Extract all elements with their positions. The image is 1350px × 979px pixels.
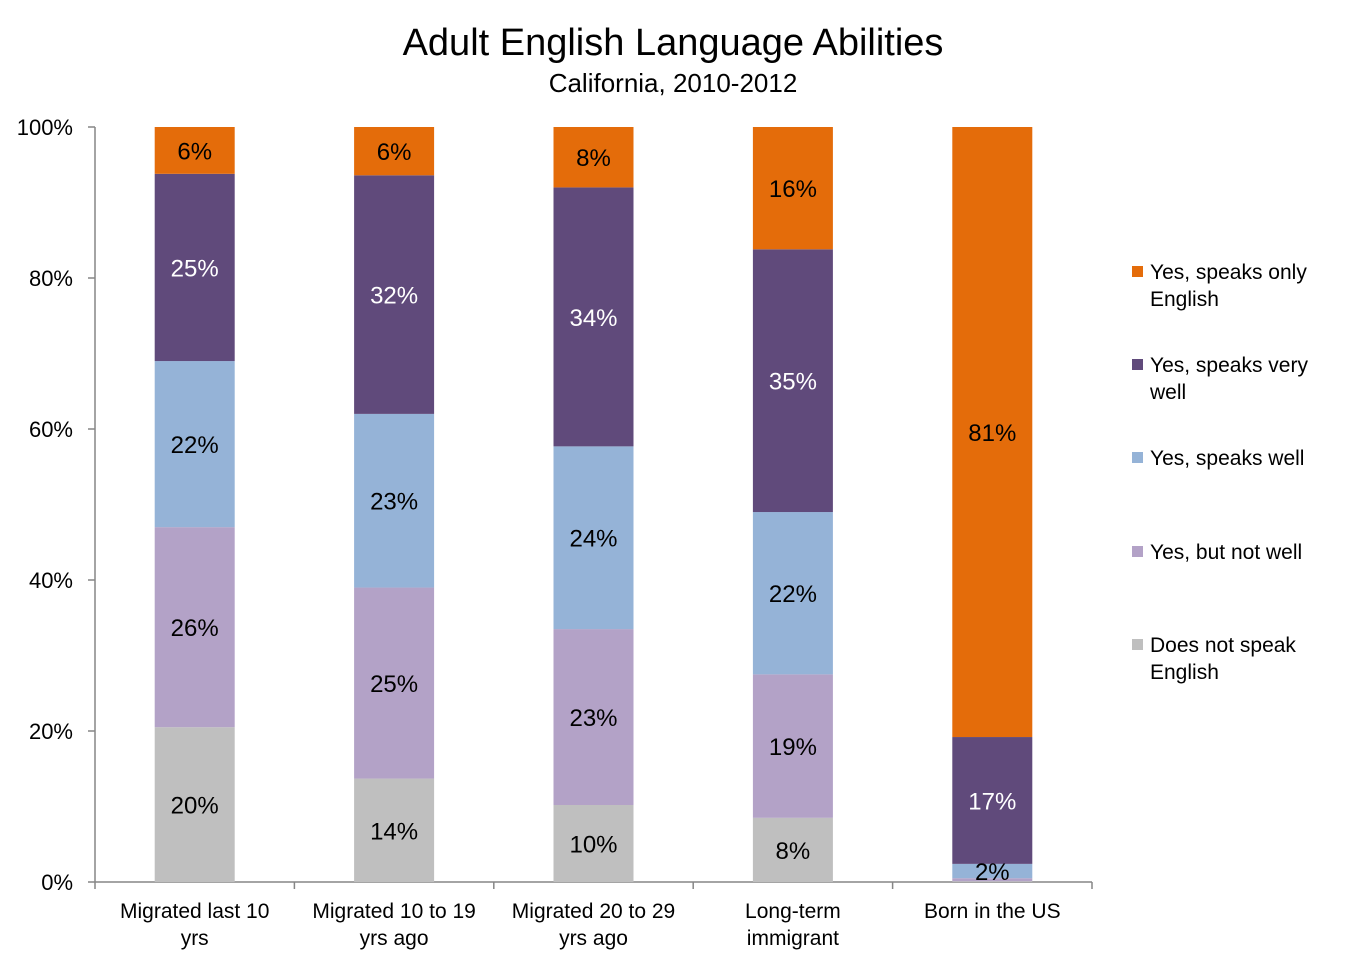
bar-segment: [354, 778, 435, 882]
x-tick-label-line: Migrated 10 to 19: [312, 900, 475, 923]
legend-entry-line: well: [1149, 381, 1186, 404]
y-tick-label: 0%: [41, 870, 73, 895]
bar-segment: [553, 187, 634, 447]
legend-swatch: [1132, 452, 1143, 463]
x-tick-label: Migrated last 10 yrs: [120, 900, 269, 950]
bar-segment: [154, 173, 235, 362]
data-label: 25%: [171, 255, 219, 282]
y-tick-label: 40%: [29, 568, 73, 593]
bar-segment: [354, 127, 435, 176]
bars: [154, 127, 1033, 882]
data-label: 19%: [769, 734, 817, 761]
legend-entry: Yes, speaks only English: [1150, 261, 1307, 311]
x-tick-label-line: Migrated last 10: [120, 900, 269, 923]
bar-segment: [553, 804, 634, 882]
bar-segment: [752, 127, 833, 250]
legend-entry-line: English: [1150, 288, 1219, 311]
bar-segment: [154, 527, 235, 728]
y-tick-label: 100%: [17, 115, 73, 140]
y-tick-label: 80%: [29, 266, 73, 291]
data-label: 22%: [171, 432, 219, 459]
bar-segment: [154, 361, 235, 528]
x-tick-label-line: yrs ago: [360, 927, 429, 950]
data-label: 25%: [370, 671, 418, 698]
bar-segment: [154, 127, 235, 174]
x-tick-label: Born in the US: [924, 900, 1061, 923]
bar-segment: [154, 727, 235, 882]
legend-entry: Yes, but not well: [1150, 541, 1302, 564]
bar-segment: [952, 127, 1033, 738]
y-tick-label: 60%: [29, 417, 73, 442]
data-labels: 20% 26% 22% 25% 6% 14% 25% 23% 32% 6% 10% 23% 24% 34%…: [171, 138, 1017, 886]
data-label: 34%: [569, 305, 617, 332]
bar-segment: [553, 629, 634, 805]
legend-entry: Yes, speaks well: [1150, 447, 1304, 470]
data-label: 81%: [968, 420, 1016, 447]
legend-entry: Does not speak English: [1150, 634, 1296, 684]
chart-title: Adult English Language Abilities: [403, 22, 944, 64]
data-label: 6%: [177, 138, 212, 165]
bar-segment: [354, 175, 435, 414]
data-label: 26%: [171, 615, 219, 642]
x-tick-label: Long-term immigrant: [745, 900, 841, 950]
bar-segment: [752, 249, 833, 513]
data-label: 17%: [968, 788, 1016, 815]
legend-entry-line: Yes, but not well: [1150, 541, 1302, 564]
y-tick-label: 20%: [29, 719, 73, 744]
data-label: 32%: [370, 283, 418, 310]
data-label: 23%: [370, 489, 418, 516]
legend-entry-line: Yes, speaks only: [1150, 261, 1307, 284]
data-label: 2%: [975, 859, 1010, 886]
legend-swatch: [1132, 639, 1143, 650]
legend: Yes, speaks only English Yes, speaks very w…: [1132, 261, 1308, 684]
x-tick-label: Migrated 20 to 29 yrs ago: [512, 900, 675, 950]
x-tick-label-line: immigrant: [747, 927, 839, 950]
data-label: 8%: [576, 145, 611, 172]
bar-segment: [952, 737, 1033, 864]
bar-segment: [553, 446, 634, 630]
x-tick-label-line: Migrated 20 to 29: [512, 900, 675, 923]
bar-segment: [952, 878, 1033, 882]
legend-swatch: [1132, 266, 1143, 277]
legend-entry: Yes, speaks very well: [1149, 354, 1308, 404]
legend-entry-line: Yes, speaks very: [1150, 354, 1308, 377]
data-label: 20%: [171, 793, 219, 820]
data-label: 22%: [769, 581, 817, 608]
legend-entry-line: English: [1150, 661, 1219, 684]
data-label: 16%: [769, 176, 817, 203]
data-label: 6%: [377, 139, 412, 166]
data-label: 35%: [769, 369, 817, 396]
bar-segment: [752, 674, 833, 818]
bar-segment: [553, 127, 634, 188]
data-label: 23%: [569, 705, 617, 732]
x-tick-label-line: yrs: [181, 927, 209, 950]
x-tick-label-line: Born in the US: [924, 900, 1061, 923]
chart-subtitle: California, 2010-2012: [549, 68, 798, 98]
bar-segment: [752, 817, 833, 882]
legend-entry-line: Does not speak: [1150, 634, 1296, 657]
x-tick-label-line: Long-term: [745, 900, 841, 923]
legend-swatch: [1132, 359, 1143, 370]
data-label: 10%: [569, 831, 617, 858]
x-tick-label: Migrated 10 to 19 yrs ago: [312, 900, 475, 950]
data-label: 14%: [370, 818, 418, 845]
bar-segment: [354, 413, 435, 588]
bar-segment: [952, 881, 1033, 882]
data-label: 8%: [776, 838, 811, 865]
legend-swatch: [1132, 546, 1143, 557]
bar-segment: [354, 587, 435, 779]
data-label: 24%: [569, 526, 617, 553]
x-tick-label-line: yrs ago: [559, 927, 628, 950]
bar-segment: [952, 863, 1033, 879]
axes: 0%20%40%60%80%100%Migrated last 10 yrsMig…: [17, 115, 1093, 950]
bar-segment: [752, 512, 833, 675]
legend-entry-line: Yes, speaks well: [1150, 447, 1304, 470]
